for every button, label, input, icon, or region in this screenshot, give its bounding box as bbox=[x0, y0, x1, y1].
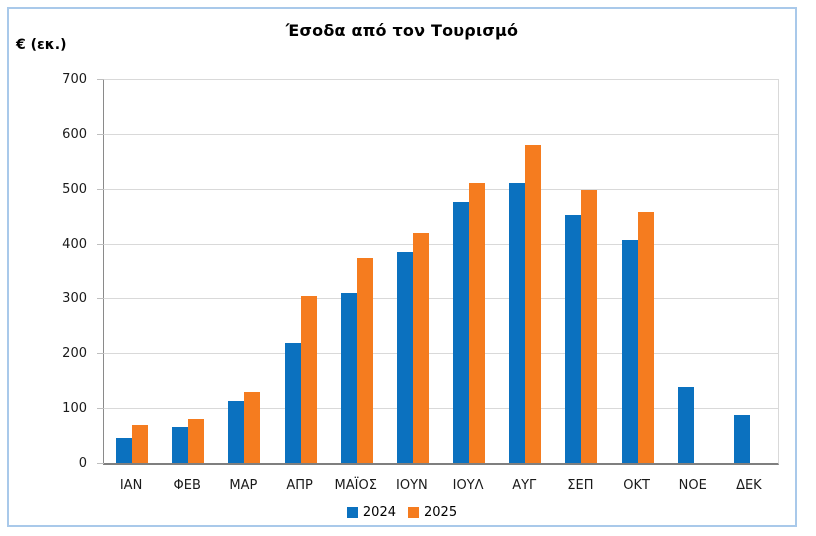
y-tick-mark bbox=[97, 298, 104, 300]
legend-label-2025: 2025 bbox=[424, 505, 458, 520]
bar-2024-ΝΟΕ bbox=[677, 387, 694, 463]
bar-group-ΙΟΥΛ bbox=[441, 79, 497, 463]
bar-group-ΟΚΤ bbox=[610, 79, 666, 463]
x-label-ΦΕΒ: ΦΕΒ bbox=[173, 478, 201, 493]
gridline-300 bbox=[104, 298, 778, 300]
y-tick-mark bbox=[97, 408, 104, 410]
chart-title: Έσοδα από τον Τουρισμό bbox=[285, 21, 519, 40]
bar-pair-ΑΠΡ bbox=[284, 79, 317, 463]
bar-pair-ΙΟΥΛ bbox=[453, 79, 486, 463]
y-tick-mark bbox=[97, 133, 104, 135]
gridline-600 bbox=[104, 133, 778, 135]
y-tick-label: 0 bbox=[78, 456, 87, 471]
bar-pair-ΣΕΠ bbox=[565, 79, 598, 463]
y-tick-label: 700 bbox=[62, 72, 87, 87]
bar-group-ΙΑΝ bbox=[104, 79, 160, 463]
legend-swatch-2024 bbox=[346, 507, 358, 518]
chart-frame: € (εκ.) Έσοδα από τον Τουρισμό 0 100 200 30… bbox=[7, 7, 797, 527]
bar-2024-ΦΕΒ bbox=[172, 427, 189, 463]
plot-area bbox=[97, 79, 779, 465]
bar-pair-ΔΕΚ bbox=[733, 79, 766, 463]
y-tick-label: 300 bbox=[62, 291, 87, 307]
bar-2025-ΜΑΪΟΣ bbox=[356, 258, 373, 463]
bar-pair-ΜΑΪΟΣ bbox=[340, 79, 373, 463]
x-label-ΜΑΡ: ΜΑΡ bbox=[229, 478, 258, 493]
x-label-ΙΟΥΛ: ΙΟΥΛ bbox=[452, 478, 484, 493]
x-label-ΑΠΡ: ΑΠΡ bbox=[286, 478, 313, 493]
y-tick-label: 500 bbox=[62, 181, 87, 197]
bar-2024-ΣΕΠ bbox=[565, 214, 582, 463]
bar-2025-ΙΟΥΛ bbox=[469, 183, 486, 463]
x-label-ΝΟΕ: ΝΟΕ bbox=[678, 478, 707, 493]
legend-item-2024: 2024 bbox=[346, 505, 396, 520]
bar-2024-ΟΚΤ bbox=[621, 239, 638, 463]
bar-2025-ΑΥΓ bbox=[525, 144, 542, 463]
y-tick-label: 200 bbox=[62, 346, 87, 362]
x-label-ΜΑΪΟΣ: ΜΑΪΟΣ bbox=[334, 478, 377, 493]
bar-2024-ΙΟΥΛ bbox=[453, 202, 470, 463]
bar-2025-ΟΚΤ bbox=[637, 211, 654, 463]
gridline-400 bbox=[104, 243, 778, 245]
y-tick-mark bbox=[97, 188, 104, 190]
bar-pair-ΟΚΤ bbox=[621, 79, 654, 463]
y-tick-label: 100 bbox=[62, 401, 87, 417]
bar-pair-ΙΑΝ bbox=[116, 79, 149, 463]
bar-pair-ΙΟΥΝ bbox=[396, 79, 429, 463]
bar-pair-ΑΥΓ bbox=[509, 79, 542, 463]
bar-2024-ΜΑΪΟΣ bbox=[340, 292, 357, 463]
x-label-ΔΕΚ: ΔΕΚ bbox=[736, 478, 762, 493]
bar-2025-ΜΑΡ bbox=[244, 391, 261, 463]
bar-2024-ΔΕΚ bbox=[733, 415, 750, 463]
bar-2024-ΑΥΓ bbox=[509, 183, 526, 463]
x-label-ΟΚΤ: ΟΚΤ bbox=[623, 478, 650, 493]
bar-2025-ΙΑΝ bbox=[132, 424, 149, 463]
bar-group-ΑΠΡ bbox=[273, 79, 329, 463]
x-label-ΑΥΓ: ΑΥΓ bbox=[512, 478, 537, 493]
bar-2024-ΜΑΡ bbox=[228, 401, 245, 463]
bar-2025-ΣΕΠ bbox=[581, 189, 598, 463]
bar-group-ΑΥΓ bbox=[497, 79, 553, 463]
bar-group-ΜΑΡ bbox=[216, 79, 272, 463]
x-label-ΙΟΥΝ: ΙΟΥΝ bbox=[396, 478, 428, 493]
bar-group-ΣΕΠ bbox=[553, 79, 609, 463]
legend-swatch-2025 bbox=[408, 507, 419, 518]
bar-group-ΔΕΚ bbox=[722, 79, 778, 463]
bar-2025-ΑΠΡ bbox=[300, 295, 317, 463]
bar-pair-ΜΑΡ bbox=[228, 79, 261, 463]
x-label-ΙΑΝ: ΙΑΝ bbox=[119, 478, 143, 493]
bar-2025-ΙΟΥΝ bbox=[412, 232, 429, 463]
gridline-500 bbox=[104, 188, 778, 190]
bar-pair-ΦΕΒ bbox=[172, 79, 205, 463]
bar-pair-ΝΟΕ bbox=[677, 79, 710, 463]
bar-group-ΙΟΥΝ bbox=[385, 79, 441, 463]
gridline-700 bbox=[104, 79, 778, 80]
bar-group-ΦΕΒ bbox=[160, 79, 216, 463]
y-axis-unit-label: € (εκ.) bbox=[16, 37, 67, 53]
bar-2025-ΦΕΒ bbox=[188, 419, 205, 463]
bar-group-ΜΑΪΟΣ bbox=[329, 79, 385, 463]
x-label-ΣΕΠ: ΣΕΠ bbox=[567, 478, 594, 493]
bar-group-ΝΟΕ bbox=[666, 79, 722, 463]
legend: 2024 2025 bbox=[9, 505, 795, 520]
y-tick-mark bbox=[97, 79, 104, 80]
y-tick-label: 600 bbox=[62, 126, 87, 142]
y-tick-mark bbox=[97, 463, 104, 464]
gridline-200 bbox=[104, 353, 778, 355]
y-tick-mark bbox=[97, 353, 104, 355]
bar-2024-ΙΑΝ bbox=[116, 438, 133, 463]
legend-item-2025: 2025 bbox=[408, 505, 457, 520]
legend-label-2024: 2024 bbox=[362, 505, 396, 520]
bar-2024-ΙΟΥΝ bbox=[396, 251, 413, 463]
y-tick-mark bbox=[97, 243, 104, 245]
bar-2024-ΑΠΡ bbox=[284, 343, 301, 463]
y-tick-label: 400 bbox=[62, 236, 87, 252]
gridline-100 bbox=[104, 408, 778, 410]
